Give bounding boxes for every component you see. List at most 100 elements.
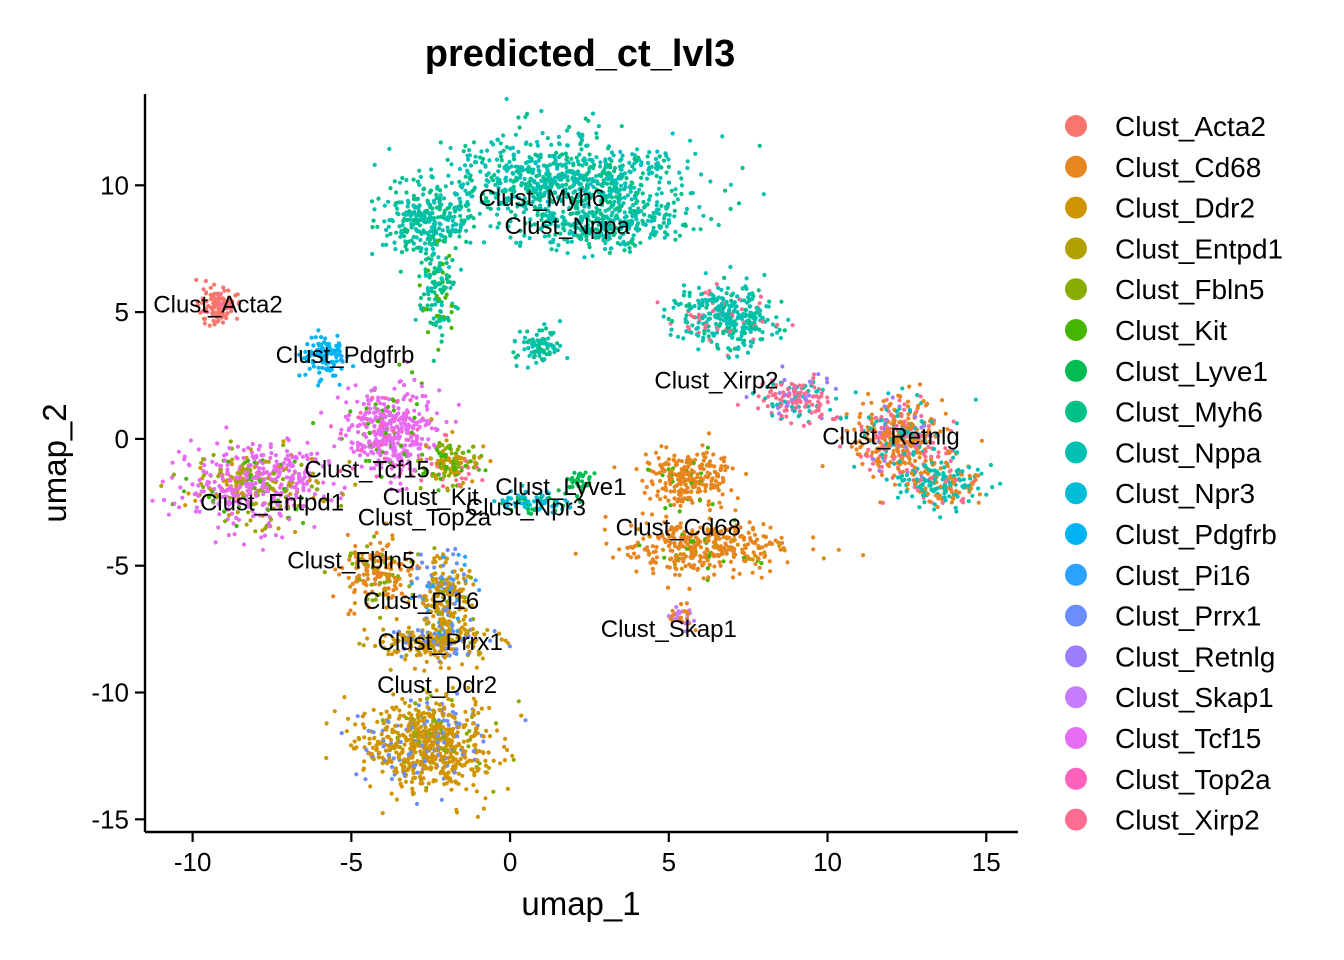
scatter-point [498, 141, 503, 146]
scatter-point [456, 771, 461, 776]
scatter-point [416, 205, 421, 211]
scatter-point [571, 190, 576, 195]
scatter-point [411, 745, 416, 750]
scatter-point [449, 162, 454, 167]
scatter-point [504, 96, 509, 102]
scatter-point [436, 472, 441, 477]
scatter-point [575, 195, 580, 200]
scatter-point [563, 219, 568, 224]
scatter-point [236, 502, 242, 507]
scatter-point [510, 753, 515, 758]
scatter-point [342, 695, 347, 700]
scatter-point [343, 433, 349, 438]
scatter-point [584, 238, 589, 243]
scatter-point [474, 465, 479, 470]
scatter-point [522, 176, 527, 182]
scatter-point [620, 153, 625, 158]
scatter-point [634, 225, 639, 231]
scatter-point [373, 402, 378, 407]
scatter-point [627, 169, 632, 174]
scatter-point [419, 478, 424, 483]
scatter-point [438, 442, 443, 448]
scatter-point [260, 486, 265, 491]
scatter-point [622, 195, 627, 200]
scatter-point [554, 150, 559, 155]
scatter-point [465, 192, 470, 197]
scatter-point [410, 790, 415, 795]
scatter-point [205, 479, 210, 484]
scatter-point [388, 567, 394, 572]
scatter-point [207, 323, 212, 328]
scatter-point [495, 137, 501, 142]
scatter-point [748, 536, 753, 541]
scatter-point [339, 358, 344, 363]
scatter-point [720, 551, 725, 556]
scatter-point [376, 458, 381, 463]
scatter-point [567, 205, 572, 210]
scatter-point [200, 296, 205, 301]
scatter-point [429, 609, 434, 614]
scatter-point [344, 400, 349, 405]
scatter-point [407, 209, 412, 214]
scatter-point [496, 206, 501, 211]
scatter-point [388, 747, 393, 752]
scatter-point [452, 770, 457, 775]
scatter-point [414, 402, 419, 407]
scatter-point [470, 479, 475, 484]
scatter-point [413, 707, 418, 712]
scatter-point [616, 196, 621, 201]
scatter-point [371, 730, 376, 735]
scatter-point [622, 215, 628, 220]
scatter-point [414, 801, 420, 807]
scatter-point [405, 359, 410, 364]
scatter-point [409, 737, 414, 742]
scatter-point [689, 468, 694, 473]
scatter-point [351, 364, 356, 369]
scatter-point [558, 343, 563, 348]
scatter-point [379, 740, 384, 745]
scatter-point [362, 412, 367, 417]
scatter-point [678, 503, 683, 508]
scatter-point [745, 542, 751, 547]
scatter-point [208, 487, 213, 492]
scatter-point [697, 559, 703, 564]
scatter-point [321, 499, 326, 504]
scatter-point [398, 713, 403, 718]
scatter-point [451, 552, 456, 557]
scatter-point [398, 567, 403, 572]
scatter-point [214, 314, 219, 319]
scatter-point [218, 463, 224, 468]
scatter-point [348, 743, 354, 748]
scatter-point [733, 508, 738, 513]
scatter-point [670, 131, 675, 136]
scatter-point [471, 444, 476, 449]
scatter-point [265, 489, 270, 494]
scatter-point [496, 185, 501, 190]
scatter-point [394, 230, 399, 235]
scatter-point [399, 591, 404, 596]
scatter-point [461, 723, 466, 728]
scatter-point [603, 208, 608, 213]
scatter-point [492, 172, 497, 178]
scatter-point [391, 419, 397, 424]
scatter-point [461, 576, 466, 581]
scatter-point [439, 300, 444, 305]
scatter-point [436, 255, 441, 260]
scatter-point [488, 459, 493, 464]
scatter-point [393, 463, 398, 468]
scatter-point [411, 442, 416, 447]
scatter-point [369, 582, 374, 587]
scatter-point [435, 184, 440, 189]
scatter-point [437, 707, 442, 713]
scatter-point [526, 510, 531, 516]
scatter-point [438, 617, 443, 622]
scatter-point [358, 557, 364, 562]
scatter-point [565, 239, 570, 245]
scatter-point [461, 480, 466, 486]
scatter-point [571, 233, 577, 238]
scatter-point [453, 546, 458, 552]
scatter-point [196, 483, 201, 488]
scatter-point [474, 665, 479, 670]
scatter-point [384, 605, 389, 610]
scatter-point [276, 498, 281, 503]
